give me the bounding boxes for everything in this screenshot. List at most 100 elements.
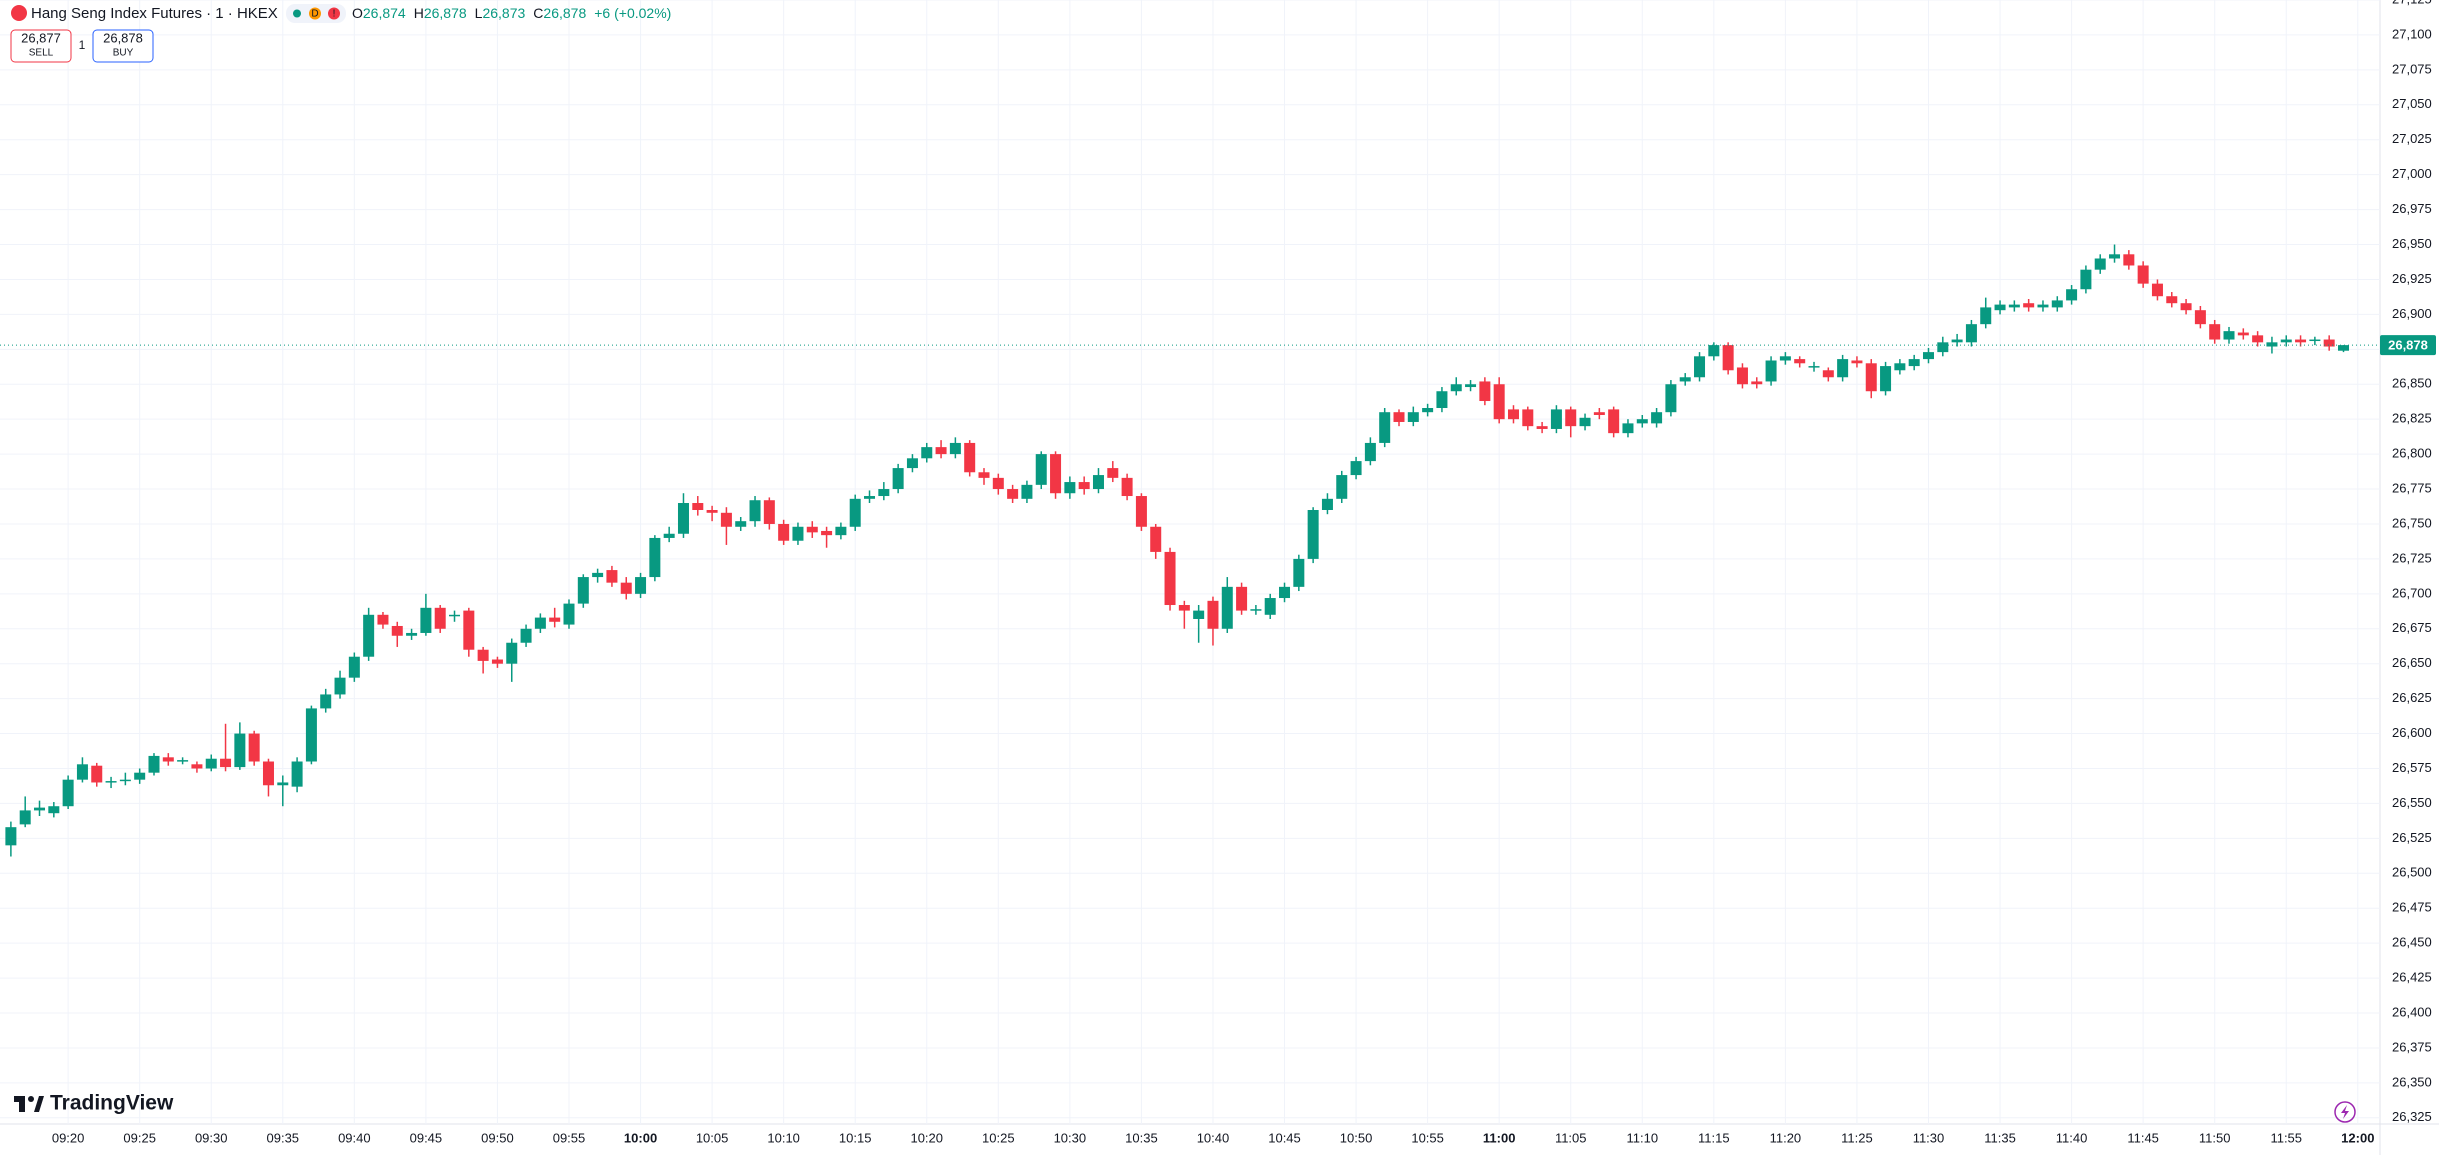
candle-body <box>105 781 117 783</box>
y-tick-label: 26,700 <box>2392 585 2432 600</box>
x-tick-label: 10:00 <box>624 1130 657 1145</box>
x-tick-label: 10:20 <box>910 1130 943 1145</box>
logo-part <box>19 1096 25 1112</box>
x-tick-label: 11:10 <box>1626 1130 1658 1145</box>
candle-body <box>1550 409 1562 429</box>
candle-body <box>935 447 947 455</box>
y-tick-label: 26,750 <box>2392 515 2432 530</box>
candle-body <box>1479 381 1491 402</box>
candle-body <box>2280 339 2292 343</box>
y-tick-label: 26,850 <box>2392 376 2432 391</box>
candle-body <box>2094 258 2106 270</box>
x-tick-label: 11:50 <box>2199 1130 2231 1145</box>
candle-body <box>906 458 918 469</box>
sell-box[interactable] <box>10 29 72 63</box>
candle-body <box>1493 384 1505 420</box>
candle-body <box>2252 335 2264 343</box>
buy-label: BUY <box>113 48 134 59</box>
y-tick-label: 26,800 <box>2392 446 2432 461</box>
x-tick-label: 09:55 <box>553 1130 586 1145</box>
x-tick-label: 10:45 <box>1268 1130 1301 1145</box>
candle-body <box>1679 377 1691 382</box>
x-tick-label: 11:25 <box>1841 1130 1873 1145</box>
badge-warn: ! <box>333 9 336 20</box>
candle-body <box>735 521 747 527</box>
lightning-button[interactable] <box>2334 1101 2356 1123</box>
candle-body <box>2109 254 2121 259</box>
candle-body <box>2066 289 2078 301</box>
axes: 26,325 26,350 26,375 26,400 26,425 26,450 26,4… <box>52 0 2436 1145</box>
candle-body <box>220 758 232 768</box>
logo-part <box>28 1096 34 1102</box>
exchange-icon <box>11 5 27 21</box>
buy-box[interactable] <box>92 29 154 63</box>
buy-button[interactable]: 26,878 BUY <box>92 29 154 63</box>
candle-body <box>320 694 332 709</box>
candle-body <box>1708 345 1720 357</box>
x-tick-label: 12:00 <box>2341 1130 2374 1145</box>
y-tick-label: 26,675 <box>2392 620 2432 635</box>
candle-body <box>1121 477 1133 497</box>
candle-body <box>520 628 532 643</box>
y-tick-label: 26,625 <box>2392 690 2432 705</box>
candle-body <box>1107 468 1119 478</box>
candle-body <box>477 649 489 661</box>
brand-name: TradingView <box>50 1092 174 1115</box>
candle-body <box>2180 303 2192 311</box>
candle-body <box>2337 345 2349 351</box>
candle-body <box>2266 342 2278 347</box>
x-tick-label: 09:20 <box>52 1130 85 1145</box>
candle-body <box>1436 391 1448 408</box>
c-value: 26,878 <box>543 5 586 21</box>
candle-body <box>34 807 46 811</box>
x-tick-label: 10:50 <box>1340 1130 1373 1145</box>
legend-bar[interactable]: Hang Seng Index Futures · 1 · HKEX D ! O… <box>11 4 671 23</box>
o-label: O <box>352 5 363 21</box>
candle-body <box>1507 409 1519 420</box>
candle-body <box>1364 442 1376 462</box>
candle-body <box>2051 300 2063 308</box>
candle-body <box>377 614 389 625</box>
candle-body <box>892 468 904 490</box>
candle-body <box>1865 363 1877 392</box>
candle-body <box>1565 409 1577 427</box>
candle-body <box>534 617 546 629</box>
candle-body <box>2323 339 2335 347</box>
candle-body <box>48 806 60 814</box>
x-tick-label: 11:35 <box>1984 1130 2016 1145</box>
y-tick-label: 26,600 <box>2392 725 2432 740</box>
candle-body <box>763 500 775 524</box>
candle-body <box>191 764 203 769</box>
x-tick-label: 10:25 <box>982 1130 1015 1145</box>
y-tick-label: 26,525 <box>2392 830 2432 845</box>
candle-body <box>506 642 518 664</box>
candle-body <box>1593 412 1605 415</box>
sell-button[interactable]: 26,877 SELL <box>10 29 72 63</box>
candle-body <box>1837 359 1849 378</box>
candle-body <box>148 755 160 773</box>
candle-body <box>1751 381 1763 385</box>
l-label: L <box>475 5 483 21</box>
candle-body <box>992 477 1004 490</box>
candle-body <box>2037 304 2049 308</box>
candle-body <box>1894 363 1906 371</box>
candle-body <box>1350 461 1362 476</box>
candle-body <box>177 760 189 762</box>
candle-body <box>2237 332 2249 336</box>
candle-body <box>19 810 31 825</box>
candle-body <box>1264 598 1276 615</box>
candle-body <box>2295 339 2307 343</box>
candle-body <box>2209 324 2221 340</box>
candle-body <box>749 500 761 522</box>
candle-body <box>262 761 274 786</box>
candle-body <box>1336 475 1348 499</box>
candle-body <box>549 617 561 622</box>
candle-body <box>835 526 847 536</box>
candle-body <box>1736 367 1748 385</box>
brand: TradingView <box>14 1092 174 1115</box>
candle-body <box>577 577 589 604</box>
candle-body <box>334 677 346 695</box>
candle-body <box>76 764 88 780</box>
x-tick-label: 09:30 <box>195 1130 228 1145</box>
